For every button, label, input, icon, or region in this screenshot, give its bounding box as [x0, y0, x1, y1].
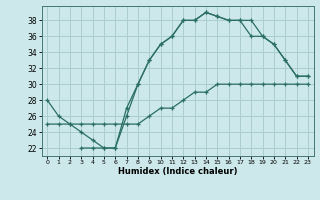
X-axis label: Humidex (Indice chaleur): Humidex (Indice chaleur): [118, 167, 237, 176]
